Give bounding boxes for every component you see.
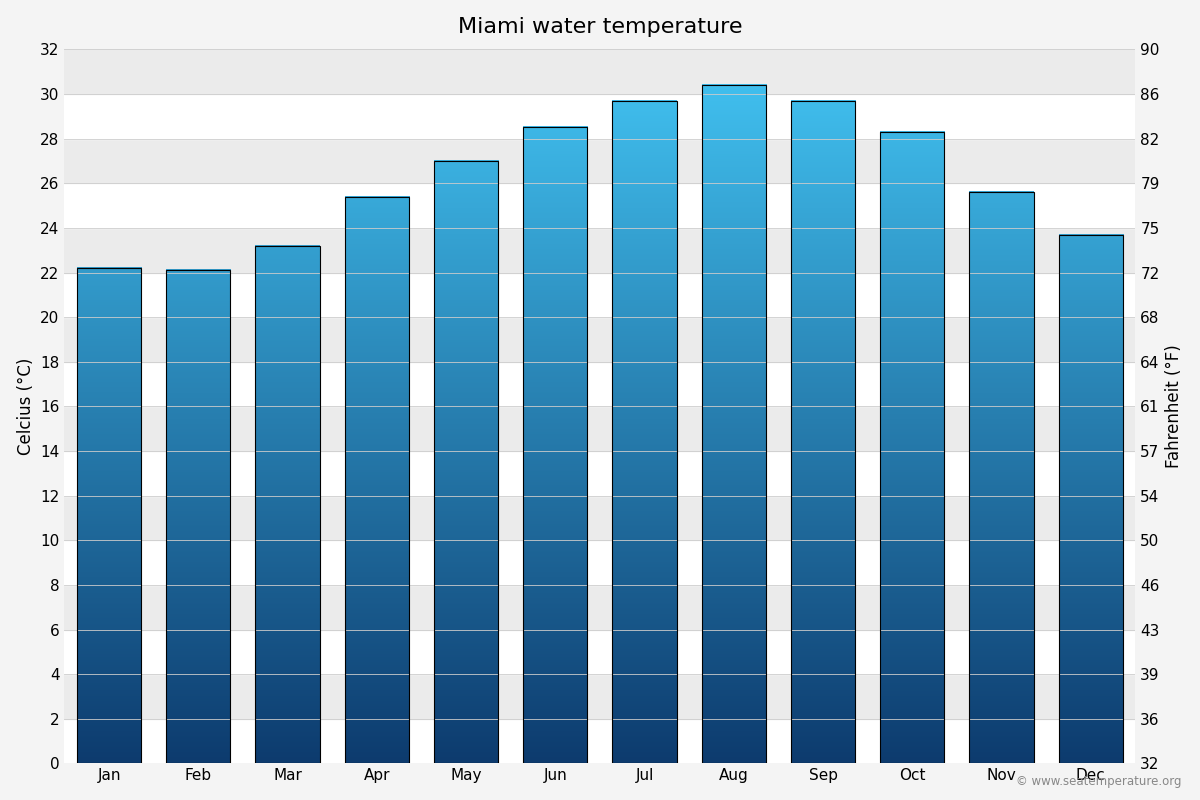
Bar (65, 362, 1135, 406)
Bar (970, 192, 1033, 763)
Bar (612, 101, 677, 763)
Bar (65, 50, 1135, 94)
Bar (791, 101, 856, 763)
Bar (65, 317, 1135, 362)
Title: Miami water temperature: Miami water temperature (457, 17, 742, 37)
Bar (77, 268, 142, 763)
Bar (65, 451, 1135, 496)
Bar (65, 674, 1135, 719)
Bar (65, 496, 1135, 540)
Bar (702, 85, 766, 763)
Bar (344, 197, 409, 763)
Text: © www.seatemperature.org: © www.seatemperature.org (1016, 775, 1182, 788)
Bar (65, 94, 1135, 138)
Bar (65, 719, 1135, 763)
Bar (166, 270, 230, 763)
Y-axis label: Celcius (°C): Celcius (°C) (17, 358, 35, 455)
Bar (880, 132, 944, 763)
Bar (523, 127, 588, 763)
Bar (65, 183, 1135, 228)
Bar (65, 630, 1135, 674)
Bar (434, 161, 498, 763)
Bar (65, 585, 1135, 630)
Y-axis label: Fahrenheit (°F): Fahrenheit (°F) (1165, 345, 1183, 468)
Bar (65, 273, 1135, 317)
Bar (256, 246, 319, 763)
Bar (65, 228, 1135, 273)
Bar (1058, 234, 1123, 763)
Bar (65, 540, 1135, 585)
Bar (65, 138, 1135, 183)
Bar (65, 406, 1135, 451)
